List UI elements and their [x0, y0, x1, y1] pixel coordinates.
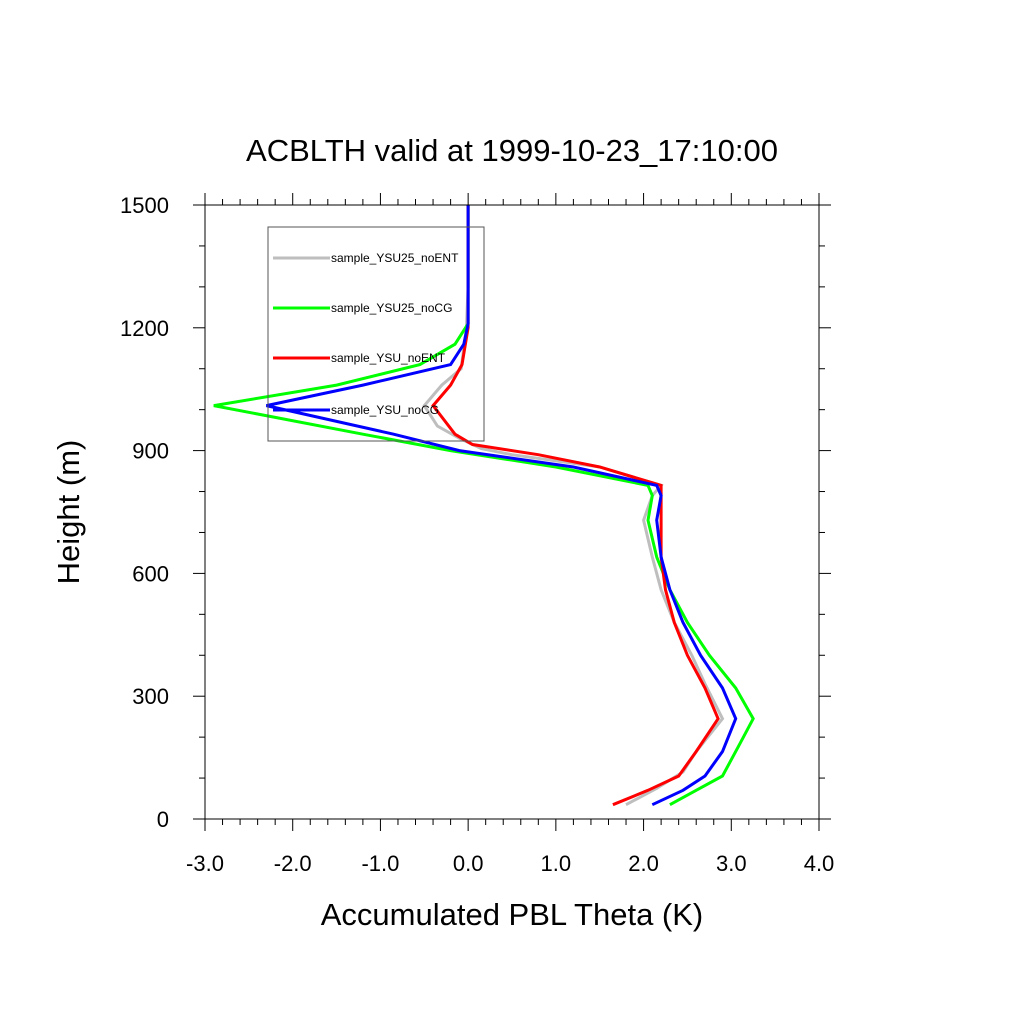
x-tick-label: 1.0 — [541, 851, 572, 876]
series-line-4 — [266, 205, 738, 807]
x-tick-label: 3.0 — [716, 851, 747, 876]
x-tick-label: -1.0 — [361, 851, 399, 876]
y-tick-label: 900 — [132, 439, 169, 464]
legend: sample_YSU25_noENT sample_YSU25_noCGsampl… — [267, 226, 485, 442]
x-tick-label: -2.0 — [274, 851, 312, 876]
y-tick-label: 1500 — [120, 193, 169, 218]
legend-label: sample_YSU25_noENT — [331, 251, 459, 265]
y-axis-label: Height (m) — [51, 440, 86, 585]
y-tick-label: 600 — [132, 561, 169, 586]
legend-label: sample_YSU25_noCG — [331, 301, 452, 315]
x-tick-label: 4.0 — [804, 851, 835, 876]
series-line-2 — [213, 205, 755, 807]
x-tick-label: -3.0 — [186, 851, 224, 876]
plot-frame — [204, 204, 820, 820]
y-tick-label: 0 — [157, 807, 169, 832]
x-axis-label: Accumulated PBL Theta (K) — [321, 897, 704, 932]
y-tick-label: 300 — [132, 684, 169, 709]
x-tick-label: 0.0 — [453, 851, 484, 876]
legend-label: sample_YSU_noENT — [331, 351, 446, 365]
series-layer — [213, 205, 755, 807]
y-tick-label: 1200 — [120, 316, 169, 341]
x-tick-label: 2.0 — [628, 851, 659, 876]
axes-layer: -3.0 -2.0 -1.0 0.0 1.0 2.0 3.0 4.0 0 300 600 900 120… — [120, 193, 834, 876]
legend-label: sample_YSU_noCG — [331, 403, 439, 417]
series-line-3 — [431, 205, 720, 807]
chart-title: ACBLTH valid at 1999-10-23_17:10:00 — [246, 133, 778, 168]
legend-box — [267, 226, 485, 442]
